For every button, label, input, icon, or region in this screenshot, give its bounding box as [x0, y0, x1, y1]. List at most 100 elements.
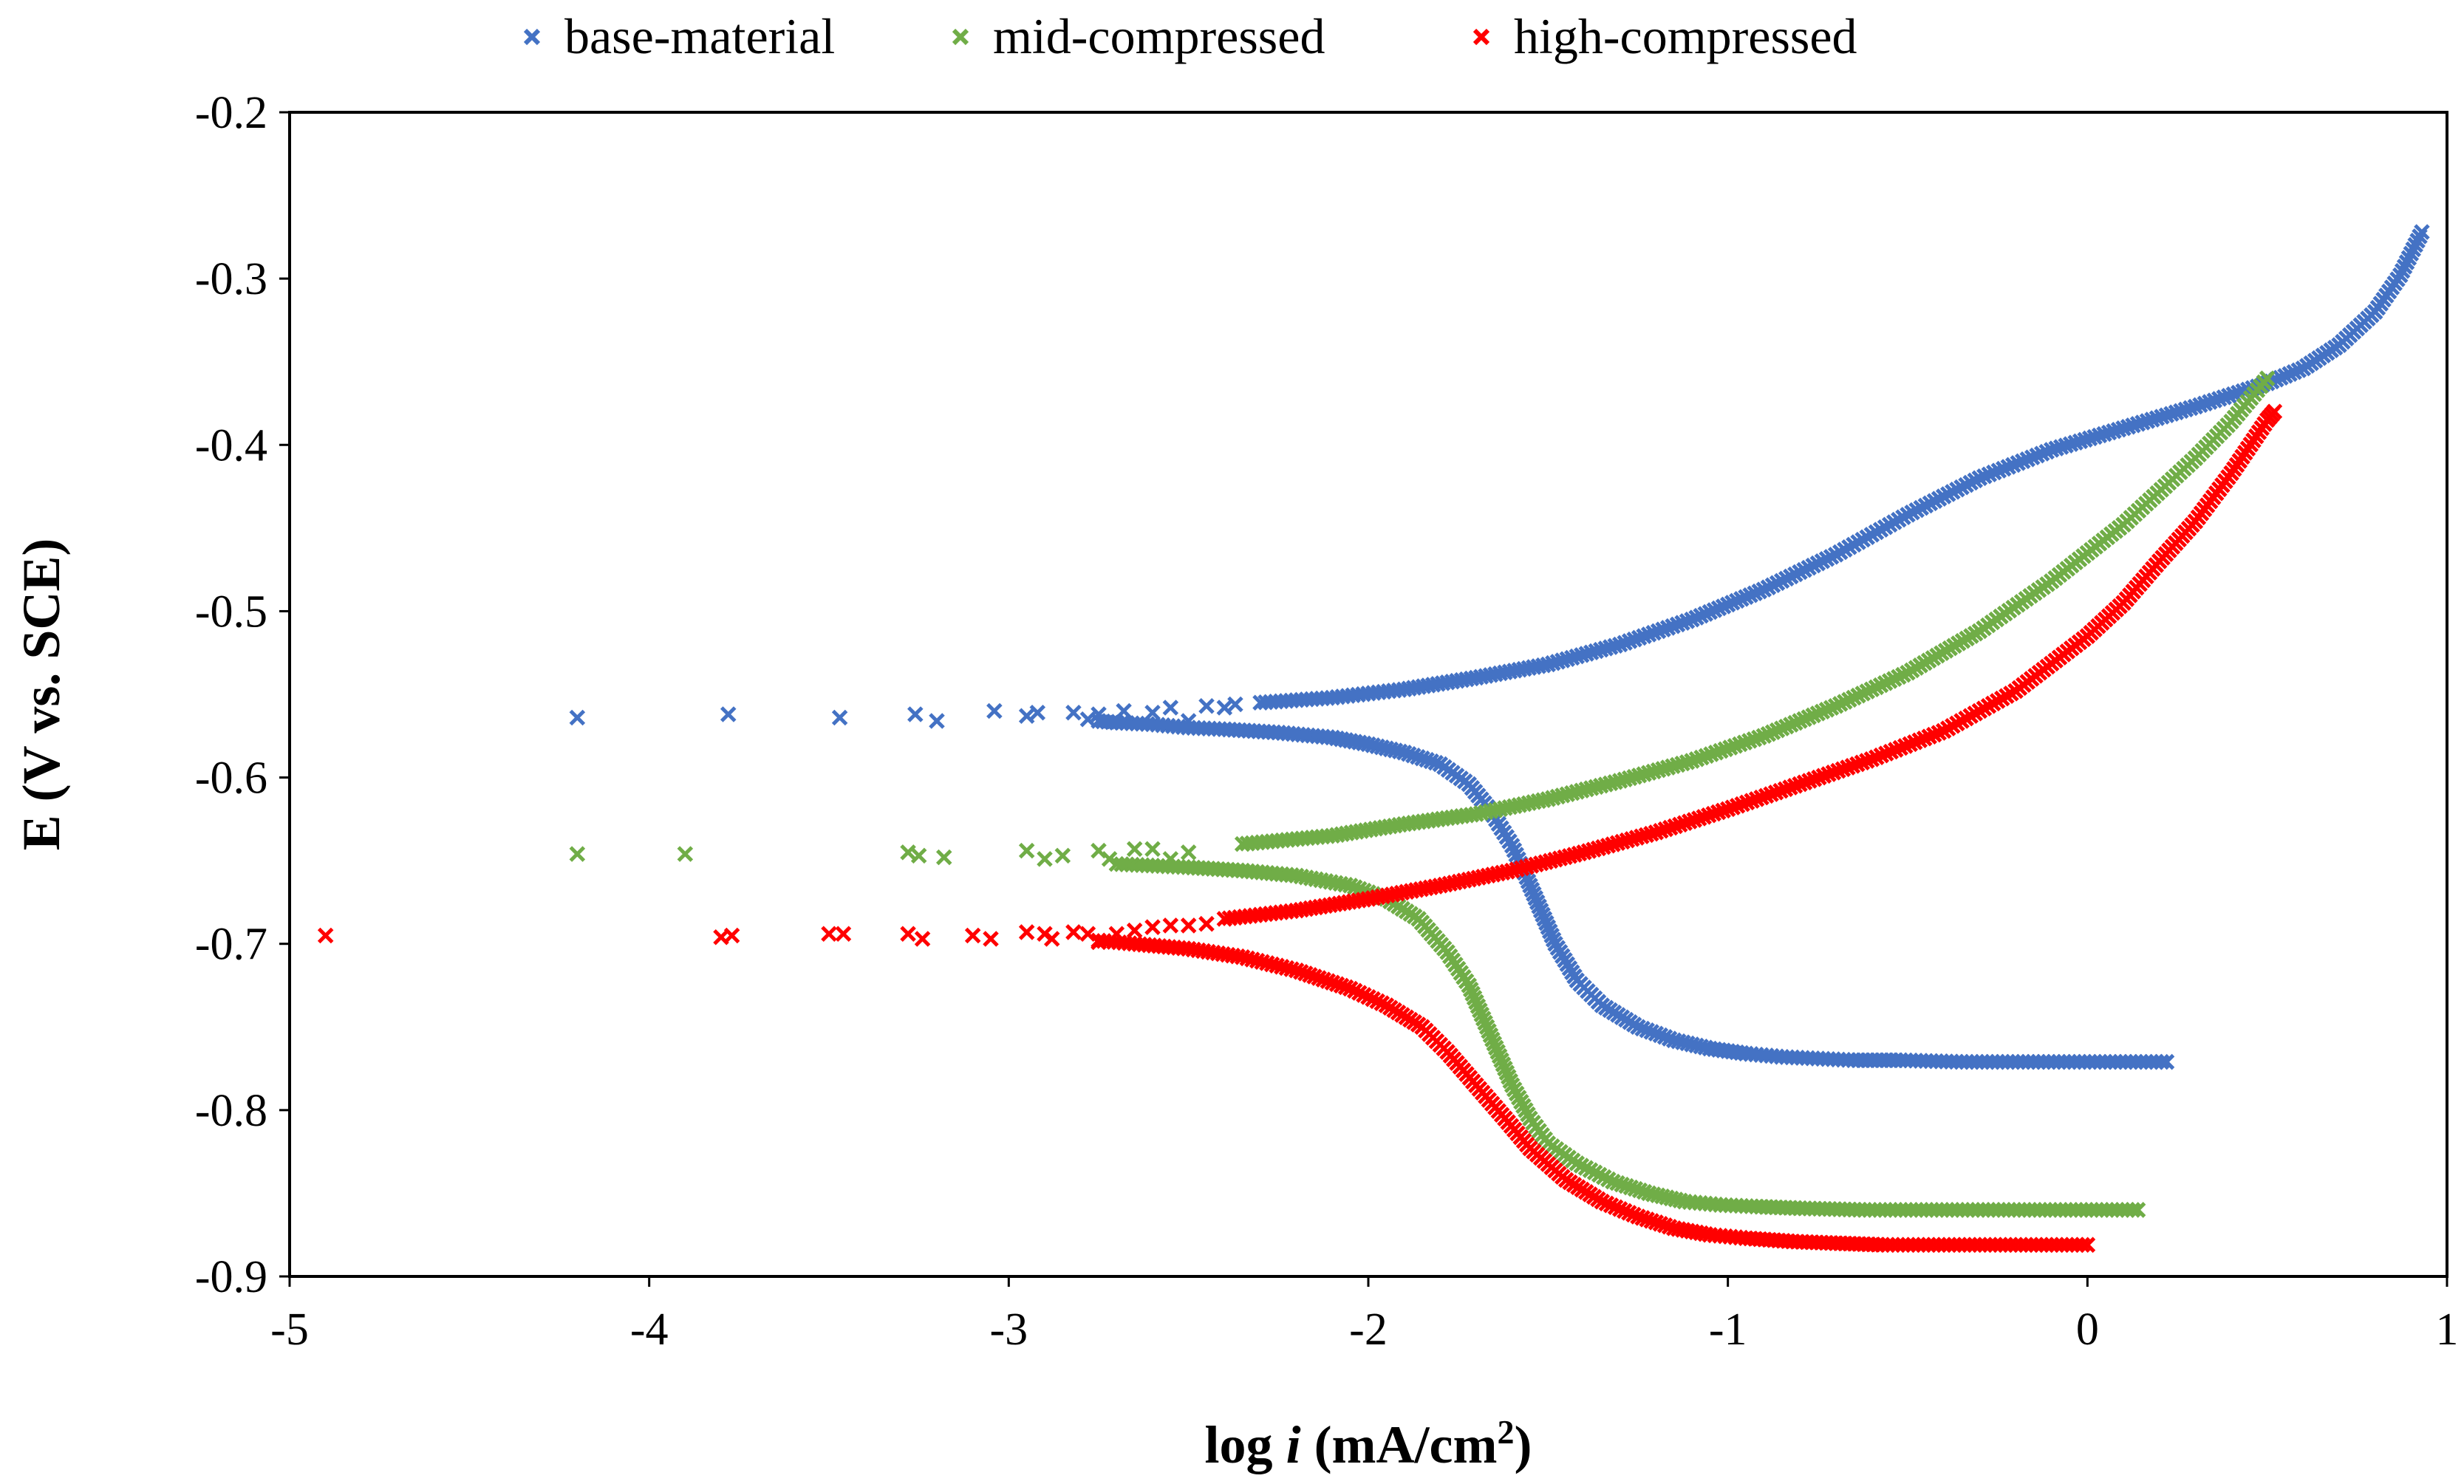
data-point [900, 844, 916, 861]
data-point [831, 709, 848, 726]
data-point [1627, 1180, 1644, 1197]
data-point [835, 926, 852, 942]
data-point [907, 706, 924, 722]
x-axis-title-close: ) [1514, 1415, 1532, 1474]
y-tick-label: -0.6 [195, 753, 267, 804]
x-axis-title-units: (mA/cm [1301, 1415, 1498, 1474]
data-point [1656, 1029, 1673, 1045]
data-point [1079, 711, 1096, 728]
data-point [1162, 851, 1179, 867]
series-layer [317, 224, 2430, 1253]
data-point [1162, 917, 1179, 934]
x-axis-title-var: i [1286, 1415, 1301, 1474]
series-high-compressed [317, 403, 2283, 1253]
data-point [2129, 1202, 2146, 1218]
data-point [1018, 924, 1035, 940]
series-base-material [569, 224, 2430, 1070]
data-point [1661, 1218, 1678, 1235]
data-point [1634, 1210, 1651, 1226]
data-point [1043, 931, 1060, 947]
legend-item-mid-compressed: mid-compressed [952, 8, 1325, 64]
data-point [1054, 847, 1071, 864]
data-point [1661, 1030, 1678, 1047]
x-axis-title-sup: 2 [1497, 1413, 1514, 1451]
legend-marker [523, 28, 541, 46]
data-point [569, 709, 586, 726]
data-point [1410, 748, 1426, 765]
series-mid-compressed [569, 370, 2276, 1218]
y-tick-label: -0.2 [195, 88, 267, 138]
data-point [1091, 706, 1107, 722]
data-point [1018, 708, 1035, 725]
data-point [914, 931, 931, 947]
y-axis-ticks: -0.2 -0.3 -0.4 -0.5 -0.6 -0.7 -0.8 -0.9 [195, 88, 290, 1302]
data-point [1162, 700, 1179, 716]
data-point [1037, 851, 1053, 867]
data-point [1144, 704, 1161, 721]
data-point [1328, 976, 1345, 993]
x-axis-ticks: -5 -4 -3 -2 -1 0 1 [270, 1276, 2459, 1355]
data-point [1618, 1177, 1634, 1194]
data-point [1333, 977, 1350, 994]
data-point [720, 706, 737, 722]
data-point [821, 926, 837, 942]
data-point [1636, 1183, 1653, 1200]
data-point [1643, 1024, 1660, 1040]
data-point [1631, 1182, 1648, 1199]
data-point [1029, 704, 1046, 721]
data-point [1648, 1025, 1665, 1042]
data-point [1198, 697, 1215, 714]
data-point [1306, 968, 1323, 985]
data-point [2259, 370, 2276, 386]
data-point [1639, 1022, 1655, 1039]
data-point [1665, 1220, 1682, 1237]
data-point [1126, 841, 1143, 858]
legend-marker [952, 28, 969, 46]
data-point [1116, 702, 1132, 719]
legend: base-material mid-compressed high-compress… [523, 8, 1857, 64]
data-point [1432, 756, 1449, 773]
data-point [1126, 922, 1143, 939]
data-point [1302, 967, 1318, 983]
y-axis-title: E (V vs. SCE) [12, 538, 71, 851]
data-point [1665, 1032, 1682, 1049]
legend-item-high-compressed: high-compressed [1472, 8, 1857, 64]
data-point [1652, 1216, 1669, 1232]
x-axis-title: log i (mA/cm2) [1205, 1413, 1532, 1474]
legend-marker [1472, 28, 1490, 46]
data-point [1144, 919, 1161, 935]
x-axis-title-prefix: log [1205, 1415, 1286, 1474]
data-point [1113, 856, 1130, 872]
data-point [1640, 1185, 1657, 1202]
data-point [910, 847, 927, 864]
data-point [1180, 844, 1197, 861]
x-tick-label: -1 [1709, 1305, 1747, 1355]
data-point [986, 702, 1003, 719]
x-tick-label: -2 [1349, 1305, 1388, 1355]
data-point [900, 926, 916, 942]
y-tick-label: -0.9 [195, 1252, 267, 1302]
legend-label: base-material [564, 8, 835, 64]
data-point [1342, 980, 1359, 997]
data-point [1091, 934, 1107, 951]
data-point [1144, 841, 1161, 858]
data-point [1609, 1174, 1625, 1191]
data-point [2158, 1053, 2175, 1070]
data-point [2414, 224, 2430, 240]
data-point [1320, 973, 1337, 989]
data-point [1108, 926, 1125, 942]
legend-label: mid-compressed [993, 8, 1325, 64]
data-point [1227, 696, 1243, 713]
y-tick-label: -0.4 [195, 420, 267, 471]
data-point [1101, 851, 1118, 867]
data-point [1652, 1027, 1669, 1044]
y-tick-label: -0.3 [195, 254, 267, 304]
data-point [1180, 917, 1197, 934]
legend-item-base-material: base-material [523, 8, 835, 64]
data-point [1324, 974, 1341, 991]
data-point [677, 846, 694, 862]
data-point [1639, 1211, 1655, 1228]
x-tick-label: -4 [630, 1305, 669, 1355]
data-point [1423, 753, 1439, 770]
data-point [2266, 403, 2283, 420]
